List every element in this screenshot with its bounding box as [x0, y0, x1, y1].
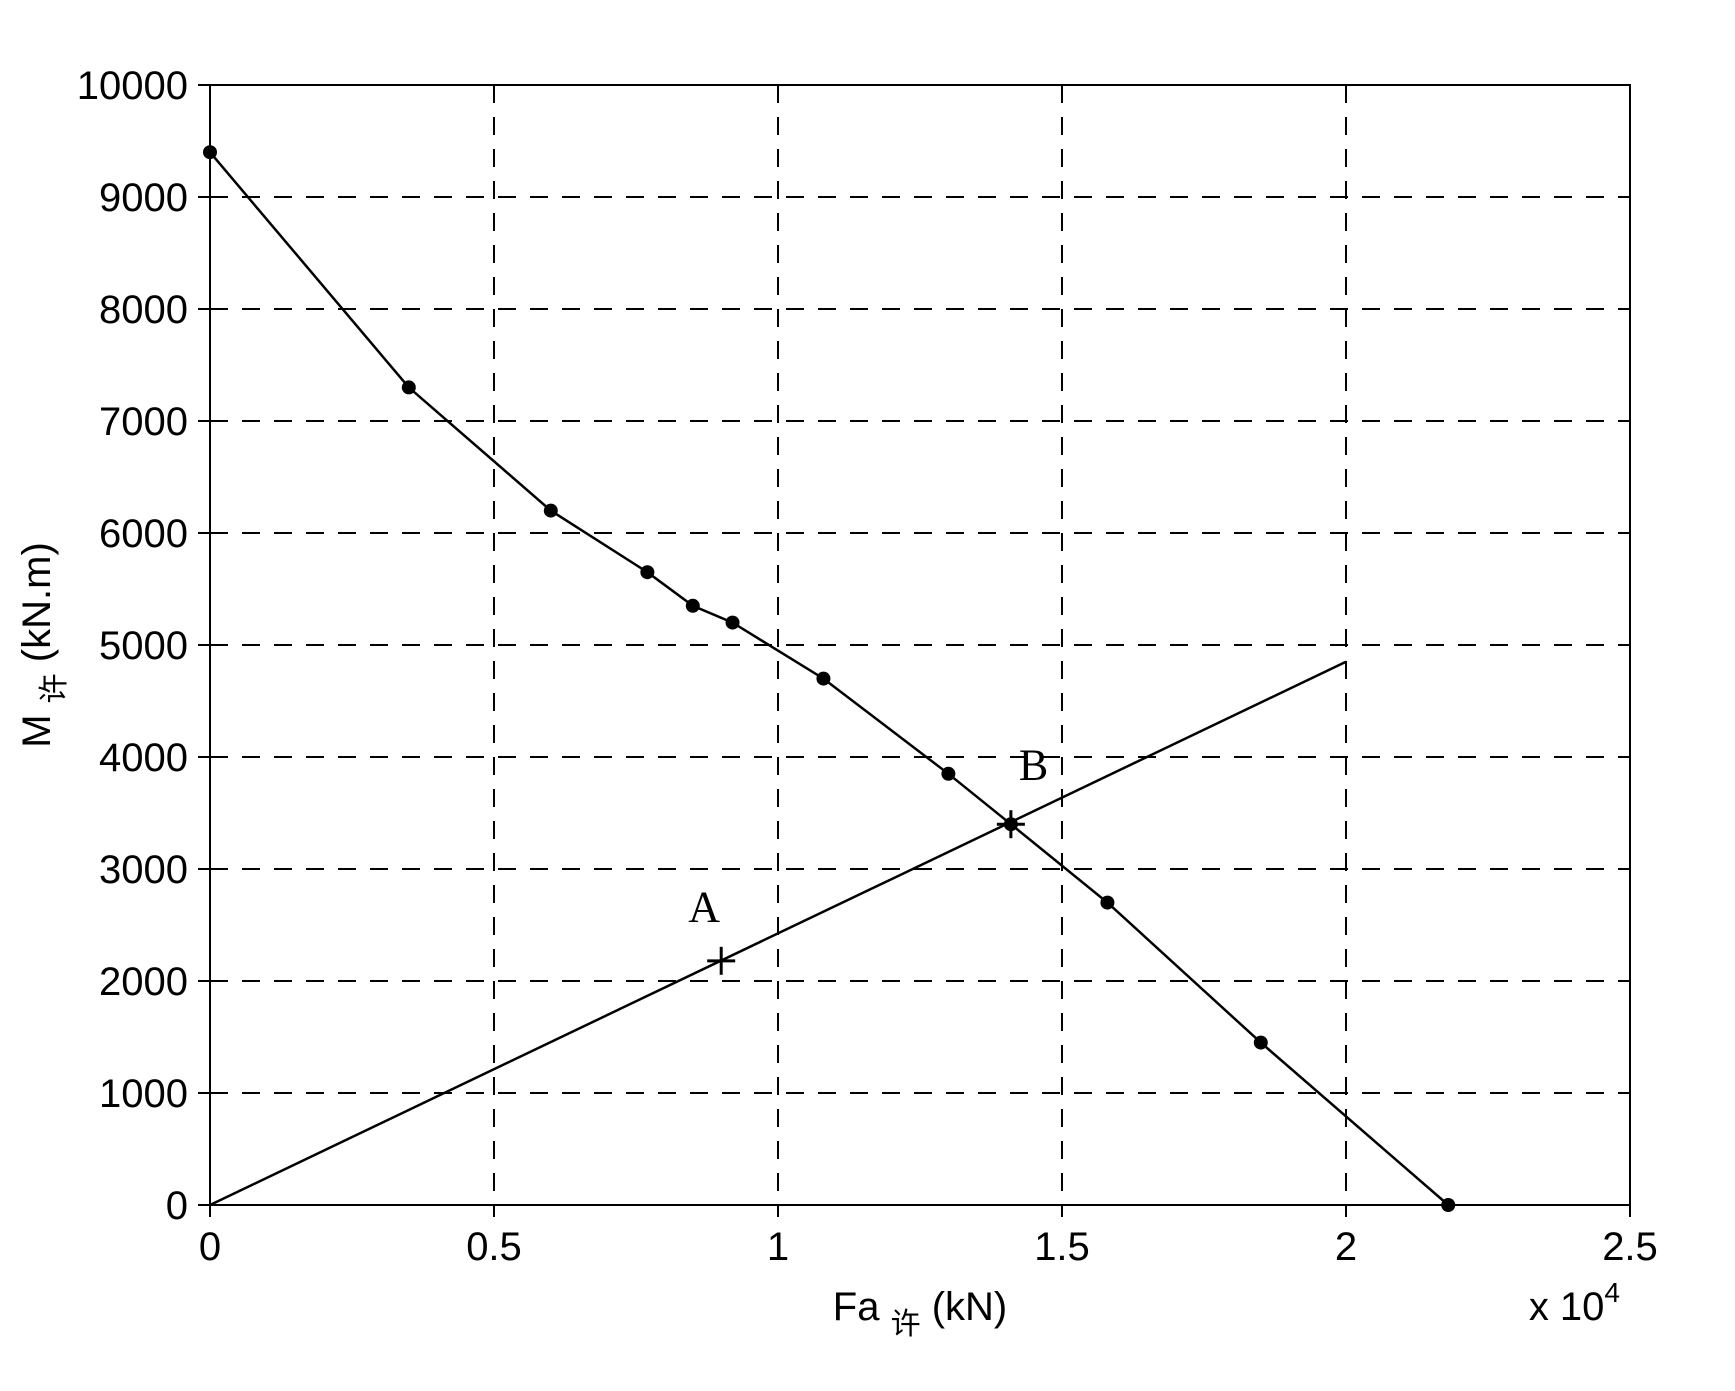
curve-marker — [941, 767, 955, 781]
curve-marker — [1441, 1198, 1455, 1212]
curve-marker — [402, 380, 416, 394]
ytick-label: 7000 — [99, 400, 188, 444]
curve-marker — [1100, 896, 1114, 910]
x-axis-label: Fa 许 (kN) — [833, 1285, 1007, 1341]
ytick-label: 1000 — [99, 1072, 188, 1116]
ytick-label: 10000 — [77, 64, 188, 108]
chart-root: 0 0.5 1 1.5 2 2.5 0 1000 2000 3000 4000 5000 6000 700… — [0, 0, 1735, 1391]
ytick-label: 0 — [166, 1184, 188, 1228]
curve-marker — [203, 145, 217, 159]
annotation-label-B: B — [1019, 740, 1048, 789]
xtick-label: 2.5 — [1602, 1225, 1658, 1269]
chart-svg: 0 0.5 1 1.5 2 2.5 0 1000 2000 3000 4000 5000 6000 700… — [0, 0, 1735, 1391]
curve-marker — [686, 599, 700, 613]
curve-marker — [1254, 1036, 1268, 1050]
x-scale-note: x 104 — [1529, 1277, 1620, 1329]
xtick-label: 2 — [1335, 1225, 1357, 1269]
xtick-label: 1 — [767, 1225, 789, 1269]
ytick-label: 4000 — [99, 736, 188, 780]
xtick-label: 0.5 — [466, 1225, 522, 1269]
ytick-label: 6000 — [99, 512, 188, 556]
y-axis-label: M 许 (kN.m) — [15, 542, 71, 748]
xtick-label: 1.5 — [1034, 1225, 1090, 1269]
ytick-label: 5000 — [99, 624, 188, 668]
ytick-label: 8000 — [99, 288, 188, 332]
curve-marker — [640, 565, 654, 579]
ytick-label: 9000 — [99, 176, 188, 220]
curve-marker — [726, 616, 740, 630]
ytick-label: 3000 — [99, 848, 188, 892]
curve-marker — [816, 672, 830, 686]
xtick-label: 0 — [199, 1225, 221, 1269]
annotation-label-A: A — [688, 883, 720, 932]
ytick-label: 2000 — [99, 960, 188, 1004]
curve-marker — [544, 504, 558, 518]
